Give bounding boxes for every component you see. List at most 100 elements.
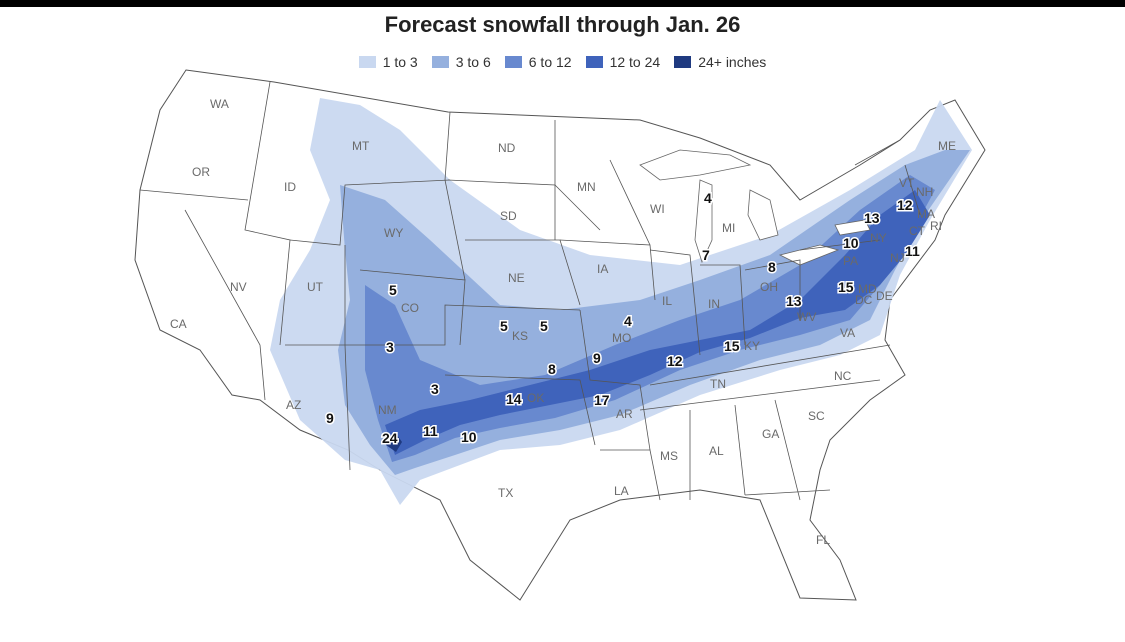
border-line — [444, 374, 596, 446]
snow-total: 5 — [500, 318, 508, 334]
legend-swatch — [674, 56, 692, 68]
lake-ontario — [834, 219, 871, 236]
state-label-id: ID — [284, 180, 296, 194]
snow-total: 10 — [461, 429, 477, 445]
border-line — [700, 264, 746, 346]
state-label-wv: WV — [797, 310, 816, 324]
lake-superior — [639, 149, 752, 181]
snow-total: 4 — [704, 190, 712, 206]
map-title: Forecast snowfall through Jan. 26 — [384, 12, 741, 37]
border-line — [600, 449, 661, 501]
state-label-nm: NM — [378, 403, 397, 417]
us-snowfall-map: WA OR CA ID NV MT WY UT AZ CO NM ND SD N… — [134, 69, 986, 601]
snow-total: 15 — [724, 338, 740, 354]
state-label-ri: RI — [930, 219, 942, 233]
state-label-vt: VT — [899, 176, 915, 190]
snow-total: 17 — [594, 392, 610, 408]
state-label-mt: MT — [352, 139, 370, 153]
lake-michigan — [694, 179, 713, 264]
legend-swatch — [431, 56, 449, 68]
snow-total: 11 — [905, 243, 920, 259]
state-label-mi: MI — [722, 221, 735, 235]
snow-total: 5 — [389, 282, 397, 298]
snow-total: 11 — [423, 423, 438, 439]
legend-item-3-6: 3 to 6 — [431, 54, 491, 70]
legend-swatch — [358, 56, 376, 68]
state-label-sd: SD — [500, 209, 517, 223]
state-label-sc: SC — [808, 409, 825, 423]
border-line — [649, 249, 701, 356]
legend-label: 24+ inches — [698, 54, 767, 70]
state-label-nv: NV — [230, 280, 247, 294]
state-label-nh: NH — [916, 185, 933, 199]
border-line — [799, 239, 881, 251]
border-line — [579, 309, 651, 451]
border-line — [734, 404, 746, 496]
state-label-nj: NJ — [890, 251, 905, 265]
border-line — [285, 304, 581, 346]
snow-total: 12 — [667, 353, 683, 369]
border-line — [744, 489, 831, 496]
state-label-al: AL — [709, 444, 724, 458]
snow-band-12-24 — [385, 190, 930, 455]
legend-item-6-12: 6 to 12 — [504, 54, 572, 70]
state-label-tx: TX — [498, 486, 513, 500]
lake-erie — [778, 244, 840, 266]
state-label-ky: KY — [744, 339, 760, 353]
state-label-tn: TN — [710, 377, 726, 391]
border-line — [904, 164, 921, 216]
state-label-nc: NC — [834, 369, 852, 383]
state-label-il: IL — [662, 294, 672, 308]
snow-total: 8 — [768, 259, 776, 275]
legend-label: 1 to 3 — [382, 54, 418, 70]
snow-total: 15 — [838, 279, 854, 295]
snow-total: 9 — [326, 410, 334, 426]
border-line — [289, 179, 451, 246]
state-label-nd: ND — [498, 141, 516, 155]
state-label-ma: MA — [917, 207, 935, 221]
state-label-mn: MN — [577, 180, 596, 194]
snow-total: 24 — [382, 430, 398, 446]
state-label-ks: KS — [512, 329, 528, 343]
state-label-la: LA — [614, 484, 629, 498]
border-line — [649, 344, 891, 386]
state-label-ms: MS — [660, 449, 678, 463]
state-label-wa: WA — [210, 97, 229, 111]
state-label-ne: NE — [508, 271, 525, 285]
border-line — [344, 245, 351, 471]
state-label-co: CO — [401, 301, 419, 315]
state-label-in: IN — [708, 297, 720, 311]
state-label-mo: MO — [612, 331, 631, 345]
snow-total: 3 — [386, 339, 394, 355]
legend-label: 12 to 24 — [609, 54, 661, 70]
border-line — [554, 120, 601, 231]
snow-total: 13 — [864, 210, 880, 226]
state-borders — [139, 81, 921, 501]
snow-total: 9 — [593, 350, 601, 366]
state-label-or: OR — [192, 165, 210, 179]
state-label-pa: PA — [843, 254, 858, 268]
snow-total: 12 — [897, 197, 913, 213]
legend-label: 3 to 6 — [455, 54, 491, 70]
lake-huron — [747, 189, 779, 241]
legend-item-24-plus: 24+ inches — [674, 54, 766, 70]
state-label-wi: WI — [650, 202, 665, 216]
state-label-va: VA — [840, 326, 855, 340]
great-lakes — [639, 149, 871, 266]
border-line — [609, 159, 651, 246]
border-line — [244, 81, 291, 346]
state-label-wy: WY — [384, 226, 403, 240]
border-line — [854, 139, 901, 166]
state-label-ut: UT — [307, 280, 324, 294]
legend-item-1-3: 1 to 3 — [358, 54, 418, 70]
legend-swatch — [585, 56, 603, 68]
state-label-ga: GA — [762, 427, 779, 441]
border-line — [774, 399, 801, 501]
top-bar — [0, 0, 1125, 7]
state-label-ny: NY — [870, 231, 887, 245]
border-line — [639, 379, 881, 411]
snow-total: 14 — [506, 391, 522, 407]
snow-total: 5 — [540, 318, 548, 334]
state-label-ca: CA — [170, 317, 187, 331]
state-label-dc: DC — [855, 293, 873, 307]
